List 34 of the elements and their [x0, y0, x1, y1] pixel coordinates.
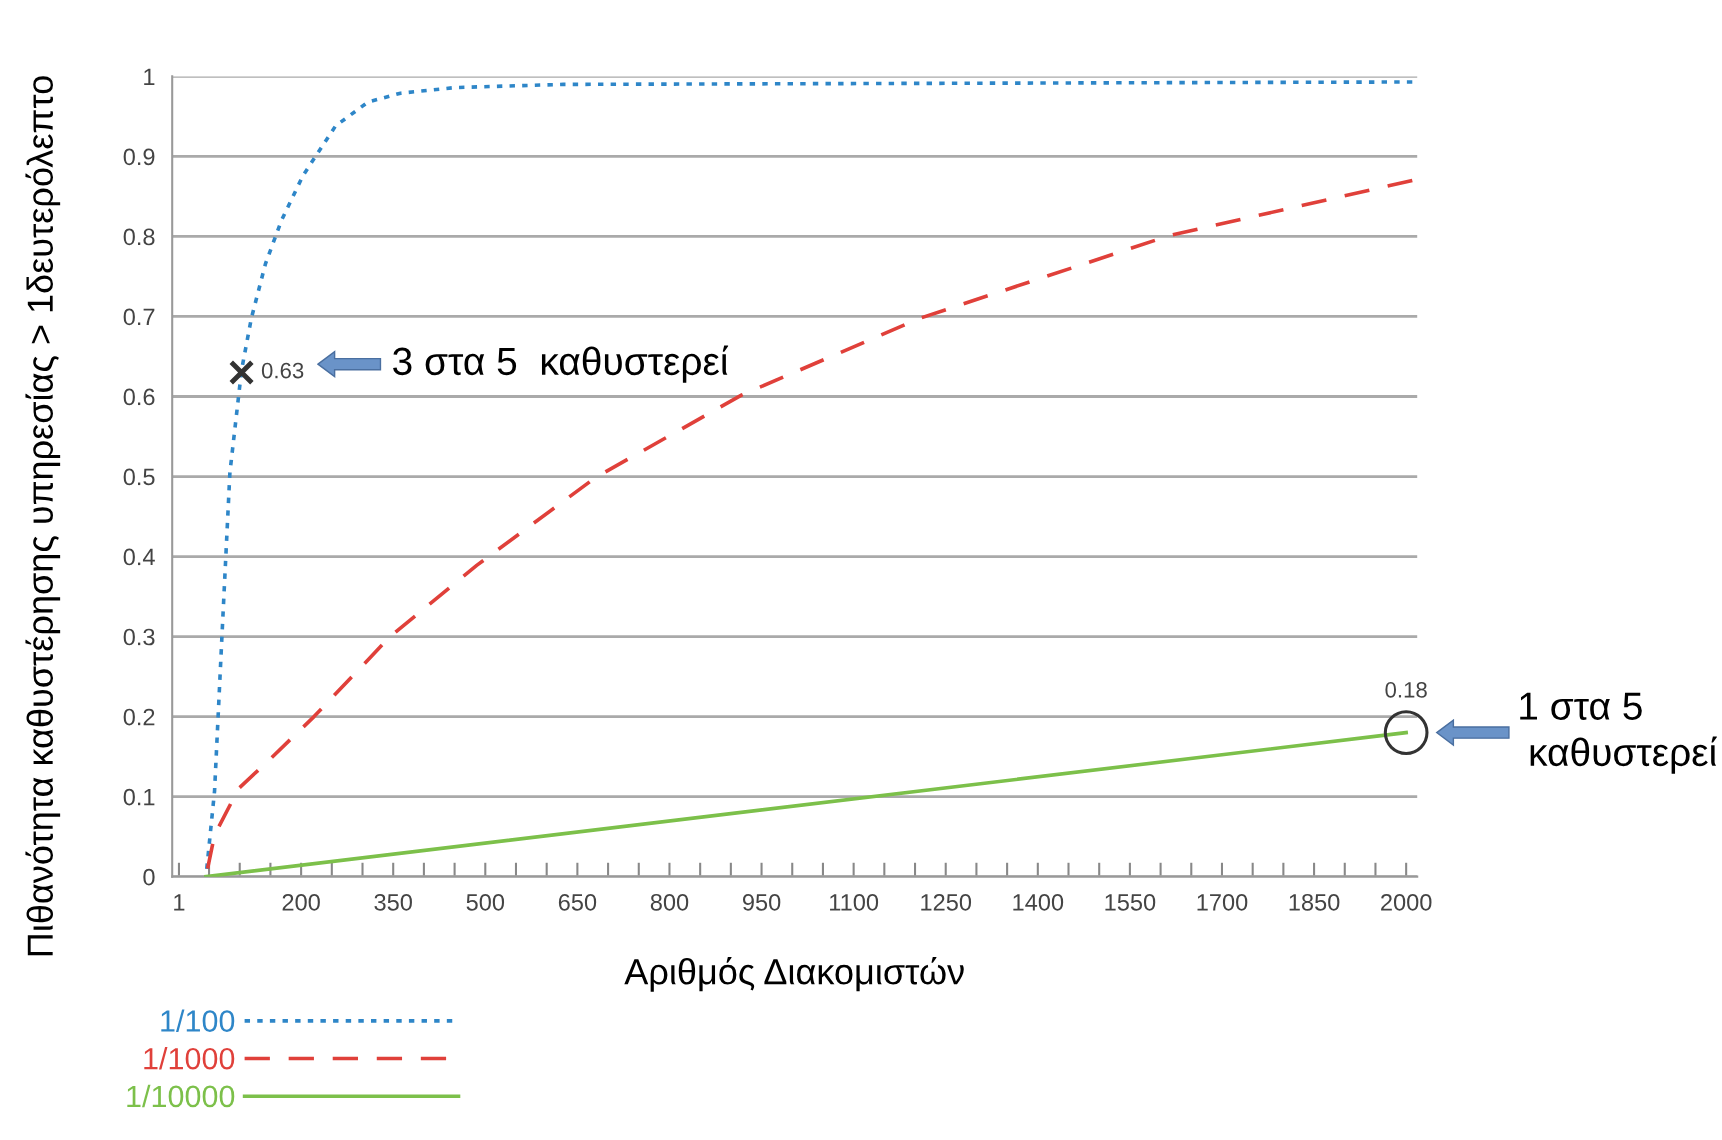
- y-tick-label: 0.8: [123, 228, 155, 246]
- y-tick-label: 0.5: [123, 468, 155, 486]
- text: 1/100: [161, 1009, 235, 1032]
- y-tick-label: 0.7: [123, 308, 155, 326]
- x-tick-label: 1100: [830, 893, 879, 911]
- x-tick-label: 500: [466, 893, 505, 911]
- x-tick-label: 1850: [1289, 893, 1340, 911]
- x-axis-title: Αριθμός Διακομιστών: [624, 957, 964, 992]
- x-tick-label: 2000: [1381, 893, 1432, 911]
- x-tick-label: 650: [558, 893, 597, 911]
- annotation: 0.18: [1385, 681, 1427, 698]
- x-tick-label: 1400: [1013, 893, 1064, 911]
- y-tick-label: 0.1: [123, 788, 155, 806]
- annotation: 0.63: [261, 362, 304, 379]
- y-axis-title: Πιθανότητα καθυστέρησης υπηρεσίας > 1δευτερόλεπτο: [25, 76, 61, 956]
- y-tick-label: 0.3: [123, 628, 155, 646]
- x-tick-label: 1250: [921, 893, 972, 911]
- x-tick-label: 1: [174, 894, 185, 911]
- x-tick-label: 200: [282, 893, 320, 911]
- text: 1/1000: [144, 1047, 235, 1070]
- y-tick-label: 1: [144, 68, 155, 85]
- y-tick-label: 0.6: [123, 388, 155, 406]
- y-tick-label: 0.9: [123, 148, 155, 166]
- y-tick-label: 0: [143, 868, 155, 886]
- annotation: 3 στα 5 καθυστερεί: [393, 345, 729, 383]
- y-tick-label: 0.4: [123, 548, 155, 566]
- y-tick-label: 0.2: [123, 708, 155, 726]
- x-tick-label: 1700: [1197, 893, 1248, 911]
- x-tick-label: 800: [650, 893, 689, 911]
- x-tick-label: 350: [374, 893, 412, 911]
- x-tick-label: 1550: [1105, 893, 1156, 911]
- text: 1/10000: [127, 1084, 235, 1108]
- x-tick-label: 950: [742, 893, 781, 911]
- text: 1 στα 5 καθυστερεί: [1520, 692, 1717, 774]
